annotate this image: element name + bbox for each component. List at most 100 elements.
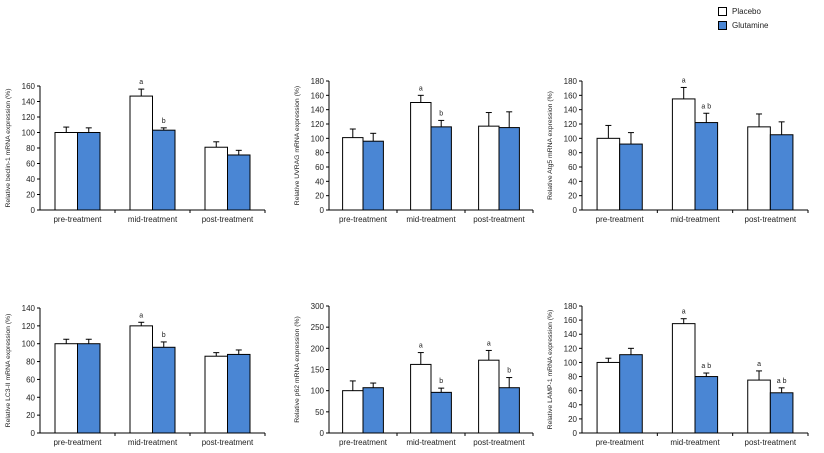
bar-glutamine <box>498 387 520 434</box>
legend-item-glutamine: Glutamine <box>718 18 768 32</box>
y-tick-label: 300 <box>311 302 325 311</box>
bar-glutamine <box>227 353 251 434</box>
significance-label: a <box>139 312 143 319</box>
significance-label: b <box>439 378 443 385</box>
bar-placebo <box>671 323 696 434</box>
y-tick-label: 80 <box>568 373 577 382</box>
significance-label: a <box>487 340 491 347</box>
y-tick-label: 120 <box>22 113 36 122</box>
y-tick-label: 180 <box>311 77 325 86</box>
glutamine-swatch <box>718 20 727 30</box>
x-tick-label: post-treatment <box>745 215 797 224</box>
y-tick-label: 200 <box>311 344 325 353</box>
x-tick-label: mid-treatment <box>670 438 720 447</box>
y-tick-label: 60 <box>315 163 324 172</box>
significance-label: b <box>507 368 511 375</box>
bar-placebo <box>747 126 771 211</box>
chart-panel-3: 0 20 40 60 80 100 120 140 160 180 Relative Atg5 mR… <box>547 77 809 224</box>
chart-panel-6: 0 20 40 60 80 100 120 140 160 180 Relative LAMP-1 … <box>547 302 809 447</box>
significance-label: b <box>439 110 443 117</box>
bar-glutamine <box>77 343 101 434</box>
y-tick-label: 0 <box>31 429 36 438</box>
y-tick-label: 100 <box>564 358 578 367</box>
significance-label: b <box>162 118 166 125</box>
chart-panel-1: 0 20 40 60 80 100 120 140 160 Relative beclin-1 m… <box>5 79 266 224</box>
y-tick-label: 80 <box>568 149 577 158</box>
bar-placebo <box>478 125 500 211</box>
bar-glutamine <box>430 126 452 211</box>
chart-panel-4: 0 20 40 60 80 100 120 140 Relative LC3-II mRNA e… <box>5 304 266 447</box>
bar-glutamine <box>152 129 176 211</box>
placebo-swatch <box>718 6 727 16</box>
legend-label-placebo: Placebo <box>732 6 761 16</box>
x-tick-label: post-treatment <box>202 215 254 224</box>
bar-placebo <box>204 146 228 211</box>
bar-placebo <box>342 137 364 211</box>
y-tick-label: 100 <box>311 134 325 143</box>
x-tick-label: pre-treatment <box>339 438 388 447</box>
y-tick-label: 20 <box>568 415 577 424</box>
x-tick-label: mid-treatment <box>670 215 720 224</box>
y-tick-label: 180 <box>564 77 578 86</box>
bar-placebo <box>129 325 153 434</box>
y-tick-label: 100 <box>311 387 325 396</box>
legend: Placebo Glutamine <box>718 4 768 32</box>
bar-glutamine <box>694 376 719 434</box>
y-tick-label: 0 <box>31 206 36 215</box>
bar-glutamine <box>430 391 452 434</box>
y-tick-label: 20 <box>26 191 35 200</box>
y-tick-label: 120 <box>22 322 36 331</box>
y-tick-label: 60 <box>568 163 577 172</box>
y-tick-label: 160 <box>22 82 36 91</box>
bar-placebo <box>410 363 432 434</box>
significance-label: a <box>757 361 761 368</box>
y-tick-label: 40 <box>568 401 577 410</box>
bar-glutamine <box>498 127 520 211</box>
y-tick-label: 20 <box>26 411 35 420</box>
y-tick-label: 40 <box>26 175 35 184</box>
bar-placebo <box>671 98 696 211</box>
y-tick-label: 120 <box>564 344 578 353</box>
x-tick-label: pre-treatment <box>53 438 102 447</box>
significance-label: a <box>139 79 143 86</box>
y-tick-label: 0 <box>320 429 325 438</box>
x-tick-label: mid-treatment <box>406 215 456 224</box>
bar-placebo <box>54 132 78 211</box>
bar-glutamine <box>619 354 643 434</box>
bar-placebo <box>410 102 432 211</box>
bar-glutamine <box>619 143 643 211</box>
y-tick-label: 250 <box>311 323 325 332</box>
y-axis-label: Relative LC3-II mRNA expression (%) <box>5 314 12 428</box>
y-axis-label: Relative UVRAG mRNA expression (%) <box>294 86 301 205</box>
bar-placebo <box>204 355 228 434</box>
legend-label-glutamine: Glutamine <box>732 20 769 30</box>
x-tick-label: post-treatment <box>473 215 525 224</box>
x-tick-label: pre-treatment <box>596 438 645 447</box>
y-tick-label: 40 <box>315 177 324 186</box>
x-tick-label: post-treatment <box>745 438 797 447</box>
y-tick-label: 120 <box>564 120 578 129</box>
y-tick-label: 100 <box>22 129 36 138</box>
y-axis-label: Relative p62 mRNA expression (%) <box>294 316 301 423</box>
x-tick-label: pre-treatment <box>53 215 102 224</box>
chart-panel-2: 0 20 40 60 80 100 120 140 160 180 Relative UVRAG m… <box>294 77 534 224</box>
bar-placebo <box>342 390 364 434</box>
y-tick-label: 60 <box>26 160 35 169</box>
bar-glutamine <box>362 387 384 434</box>
y-tick-label: 140 <box>564 330 578 339</box>
bar-placebo <box>596 361 621 434</box>
significance-label: a b <box>777 378 787 385</box>
bar-placebo <box>54 343 78 434</box>
bar-glutamine <box>769 134 794 211</box>
bar-placebo <box>129 95 153 211</box>
significance-label: b <box>162 332 166 339</box>
legend-item-placebo: Placebo <box>718 4 768 18</box>
bar-glutamine <box>694 122 719 211</box>
y-tick-label: 0 <box>320 206 325 215</box>
y-axis-label: Relative beclin-1 mRNA expression (%) <box>5 89 12 208</box>
y-tick-label: 160 <box>564 316 578 325</box>
y-tick-label: 40 <box>568 177 577 186</box>
bar-glutamine <box>769 392 794 434</box>
bar-glutamine <box>77 132 101 211</box>
y-tick-label: 80 <box>26 144 35 153</box>
